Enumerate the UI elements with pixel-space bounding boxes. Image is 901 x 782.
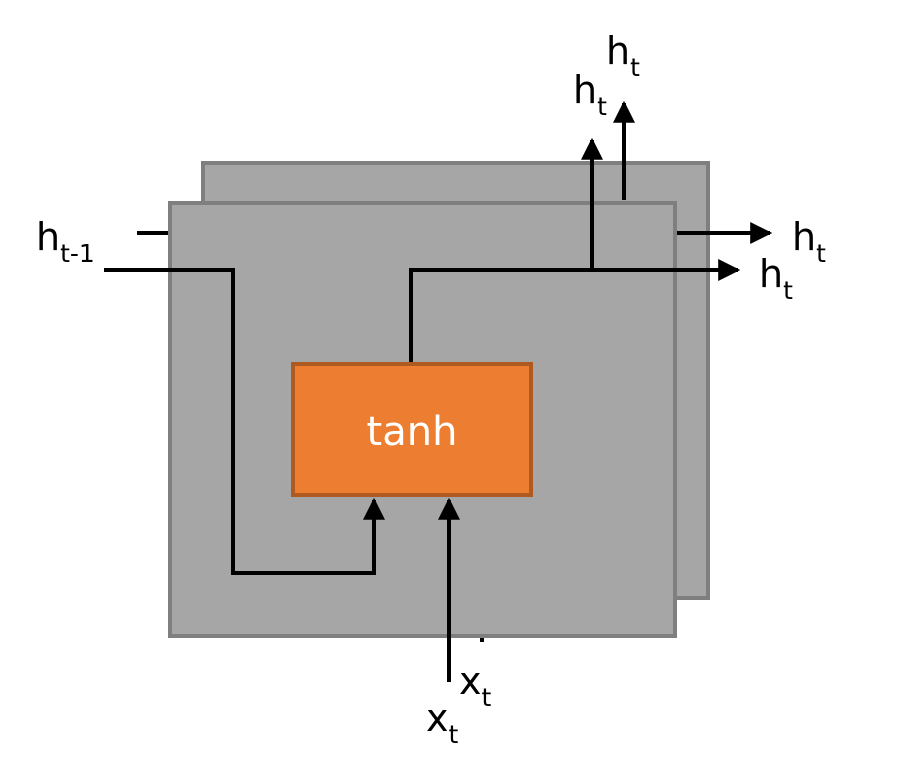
hidden-state-input-wire <box>104 268 385 575</box>
h-out-up-back-label: ht <box>606 29 640 82</box>
tanh-gate: tanh <box>291 362 533 497</box>
tanh-gate-label: tanh <box>367 409 458 455</box>
h-out-up-front-label: ht <box>573 68 607 121</box>
h-out-right-front-label: ht <box>759 252 793 305</box>
x-in-back-label: xt <box>459 659 492 712</box>
h-out-right-back-label: ht <box>792 215 826 268</box>
x-in-front-label: xt <box>426 696 459 749</box>
hidden-state-output-wire <box>409 259 741 364</box>
h-prev-label: ht-1 <box>36 215 95 268</box>
